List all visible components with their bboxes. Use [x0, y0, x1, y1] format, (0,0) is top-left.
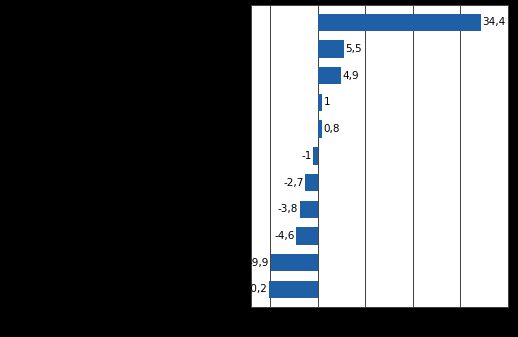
Text: -4,6: -4,6 — [274, 231, 294, 241]
Bar — [318, 14, 481, 31]
Bar — [296, 227, 318, 245]
Text: -10,2: -10,2 — [241, 284, 268, 294]
Bar — [318, 94, 322, 111]
Bar — [299, 201, 318, 218]
Text: -9,9: -9,9 — [249, 257, 269, 268]
Bar — [318, 40, 344, 58]
Bar — [313, 147, 318, 164]
Text: 0,8: 0,8 — [323, 124, 339, 134]
Text: 4,9: 4,9 — [342, 71, 359, 81]
Text: -1: -1 — [301, 151, 311, 161]
Text: -2,7: -2,7 — [283, 178, 304, 188]
Bar — [269, 281, 318, 298]
Bar — [318, 121, 322, 138]
Bar — [305, 174, 318, 191]
Bar — [271, 254, 318, 271]
Text: -3,8: -3,8 — [278, 204, 298, 214]
Text: 1: 1 — [324, 97, 330, 108]
Bar — [318, 67, 341, 85]
Text: 34,4: 34,4 — [482, 18, 506, 27]
Text: 5,5: 5,5 — [345, 44, 362, 54]
